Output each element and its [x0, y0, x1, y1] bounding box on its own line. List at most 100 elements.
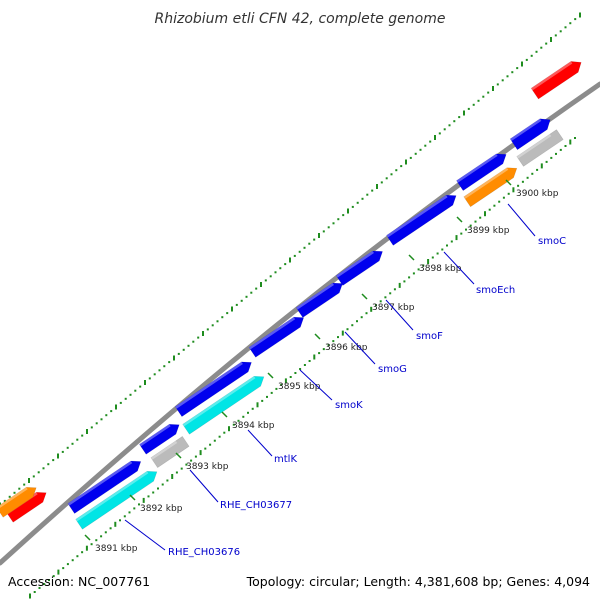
ring-dot: [100, 535, 103, 538]
ring-dot: [43, 583, 46, 586]
ring-dot: [526, 176, 529, 179]
ring-dot: [525, 58, 528, 61]
ring-dot: [360, 316, 363, 319]
ring-dot: [177, 352, 180, 355]
ring-dot: [303, 246, 306, 249]
ring-dot: [506, 75, 509, 78]
ring-dot: [95, 422, 98, 425]
label-leader-line: [124, 519, 166, 551]
ring-dot: [194, 455, 197, 458]
gene-label-text: RHE_CH03677: [220, 500, 292, 511]
ring-dot: [66, 563, 69, 566]
ring-dot: [458, 116, 461, 119]
ring-dot: [163, 365, 166, 368]
ring-dot: [390, 173, 393, 176]
ring-dot: [412, 272, 415, 275]
label-leader-line: [507, 203, 536, 237]
ring-dot: [168, 361, 171, 364]
ring-dot: [469, 224, 472, 227]
ring-dot: [384, 296, 387, 299]
ring-dot: [308, 242, 311, 245]
ring-dot: [187, 344, 190, 347]
ring-dot: [48, 579, 50, 582]
ring-dot: [161, 483, 164, 486]
ring-dot: [484, 211, 486, 217]
ring-dot: [255, 287, 258, 290]
ring-dot: [347, 208, 349, 214]
ruler-ticks: 3891 kbp 3892 kbp 3893 kbp 3894 kbp 3895 kbp…: [84, 179, 559, 554]
ring-dot: [385, 177, 388, 180]
ring-dot: [32, 475, 35, 478]
ring-dot: [419, 148, 422, 151]
ring-dot: [47, 463, 50, 466]
ring-dot: [342, 214, 345, 217]
map-title: Rhizobium etli CFN 42, complete genome: [155, 11, 446, 27]
tick-label: 3892 kbp: [140, 504, 183, 514]
label-leader-line: [189, 469, 219, 503]
ring-dot: [3, 499, 6, 502]
ring-dot: [293, 254, 296, 257]
gene-label-4: smoK: [299, 369, 363, 411]
ring-dot: [564, 145, 567, 147]
ring-dot: [144, 380, 146, 385]
label-leader-line: [443, 251, 475, 285]
ring-dot: [62, 567, 65, 570]
ring-dot: [492, 86, 494, 91]
ring-dot: [52, 459, 55, 462]
ring-dot: [298, 250, 301, 253]
ring-dot: [356, 320, 358, 323]
ring-dot: [206, 328, 209, 331]
ring-dot: [274, 271, 277, 274]
ring-dot: [318, 352, 321, 355]
label-leader-line: [299, 369, 333, 401]
ring-dot: [502, 196, 505, 199]
tick-label: 3899 kbp: [467, 226, 510, 236]
ring-dot: [294, 372, 297, 374]
ring-dot: [414, 152, 417, 155]
cds-arrow: [67, 460, 142, 514]
ring-dot: [232, 423, 235, 426]
tick-label: 3895 kbp: [278, 382, 321, 392]
ring-dot: [318, 233, 320, 238]
ring-dot: [434, 135, 436, 140]
ring-dot: [213, 439, 216, 442]
ring-dot: [380, 181, 383, 184]
ring-dot: [400, 165, 403, 168]
tick-10: 3900 kbp: [505, 179, 559, 199]
ring-dot: [261, 399, 264, 402]
ring-dot: [408, 276, 411, 279]
ring-dot: [574, 18, 577, 21]
outer-dot-ring: [0, 12, 581, 508]
ring-dot: [128, 511, 131, 514]
ring-dot: [313, 238, 316, 241]
ring-dot: [153, 373, 156, 376]
ring-dot: [158, 369, 161, 372]
ring-dot: [119, 401, 122, 404]
ring-dot: [147, 495, 150, 498]
ring-dot: [129, 393, 132, 396]
ring-dot: [517, 184, 520, 187]
pseudo-feature-arrow: [150, 436, 190, 468]
label-leader-line: [344, 331, 376, 365]
ring-dot: [327, 344, 330, 347]
ring-dot: [393, 288, 396, 291]
ring-dot: [313, 354, 316, 360]
cds-arrow: [174, 361, 252, 417]
gene-label-3: mtlK: [247, 429, 297, 465]
ring-dot: [289, 376, 292, 378]
ring-dot: [251, 407, 254, 410]
tick-label: 3894 kbp: [232, 421, 275, 431]
ring-dot: [180, 467, 183, 470]
ring-dot: [511, 71, 514, 74]
ring-dot: [105, 414, 108, 417]
ring-dot: [221, 316, 224, 319]
tick-label: 3893 kbp: [186, 462, 229, 472]
ring-dot: [138, 503, 140, 506]
ring-dot: [441, 248, 444, 251]
tick-label: 3896 kbp: [325, 343, 368, 353]
ring-dot: [100, 418, 103, 421]
gene-label-text: RHE_CH03676: [168, 547, 240, 558]
ring-dot: [431, 256, 434, 259]
ring-dot: [351, 324, 354, 327]
